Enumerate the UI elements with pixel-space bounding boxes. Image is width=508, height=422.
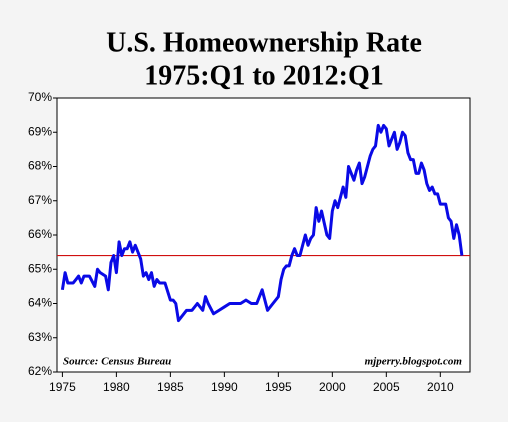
x-tick-label: 1975	[49, 380, 76, 394]
x-tick-label: 2010	[427, 380, 454, 394]
y-tick-label: 66%	[28, 227, 52, 241]
x-tick-label: 1980	[103, 380, 130, 394]
y-tick-label: 64%	[28, 296, 52, 310]
y-tick-label: 62%	[28, 364, 52, 378]
source-note: Source: Census Bureau	[63, 356, 171, 368]
y-tick-label: 67%	[28, 193, 52, 207]
chart-subtitle: 1975:Q1 to 2012:Q1	[144, 60, 384, 91]
plot-area	[56, 97, 471, 373]
x-tick-label: 1985	[157, 380, 184, 394]
y-tick-label: 70%	[28, 90, 52, 104]
y-tick-label: 68%	[28, 159, 52, 173]
data-line	[60, 123, 464, 323]
chart-title: U.S. Homeownership Rate	[106, 27, 422, 58]
x-tick-label: 1995	[265, 380, 292, 394]
y-tick-label: 63%	[28, 330, 52, 344]
x-tick-label: 2005	[373, 380, 400, 394]
x-tick-label: 1990	[211, 380, 238, 394]
x-tick-label: 2000	[319, 380, 346, 394]
y-tick-label: 65%	[28, 261, 52, 275]
credit-note: mjperry.blogspot.com	[365, 356, 463, 368]
y-tick-label: 69%	[28, 124, 52, 138]
